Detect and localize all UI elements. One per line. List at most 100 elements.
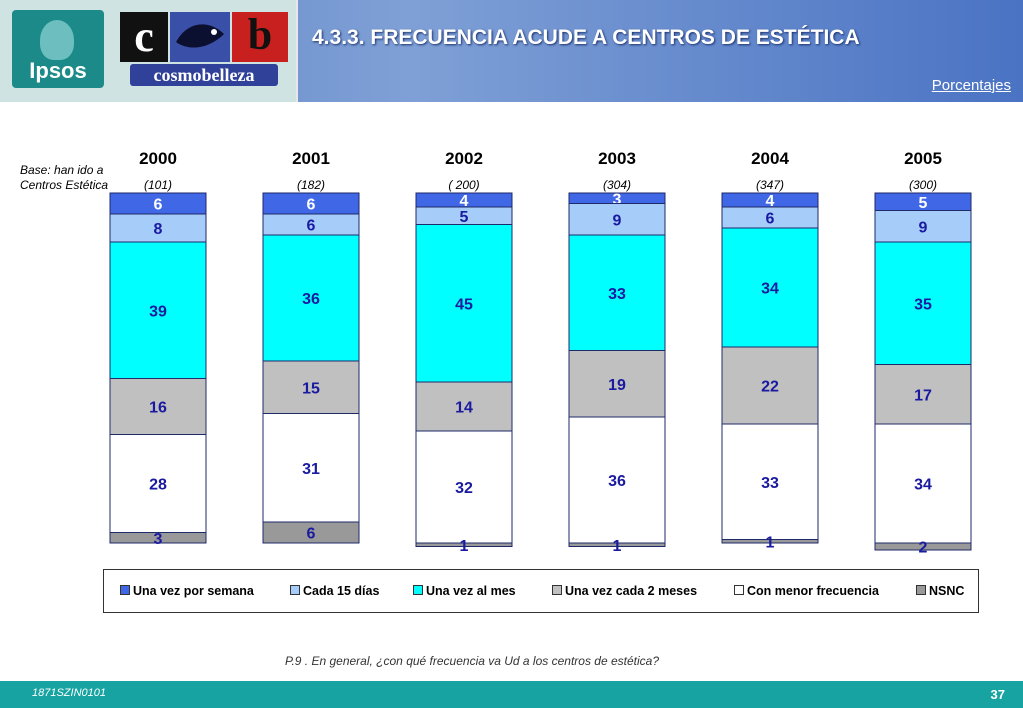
bar-segment-2000-4 xyxy=(109,434,207,533)
bar-segment-2004-5 xyxy=(721,539,819,544)
bar-segment-2001-5 xyxy=(262,521,360,544)
legend-label: Cada 15 días xyxy=(303,584,380,598)
bar-segment-2004-3 xyxy=(721,346,819,425)
bar-segment-2003-2 xyxy=(568,234,666,351)
ipsos-head-icon xyxy=(40,20,74,60)
bar-segment-2005-1 xyxy=(874,210,972,243)
bar-segment-2003-5 xyxy=(568,542,666,547)
bar-value-label-2001-4: 31 xyxy=(302,461,320,478)
legend-item-nsnc: NSNC xyxy=(916,584,964,598)
base-count-2001: (182) xyxy=(296,178,325,192)
bar-value-label-2001-1: 6 xyxy=(307,218,316,235)
base-count-2004: (347) xyxy=(755,178,784,192)
legend-item-mes: Una vez al mes xyxy=(413,584,516,598)
legend-label: Una vez al mes xyxy=(426,584,516,598)
year-label-2000: 2000 xyxy=(139,149,177,168)
legend-label: NSNC xyxy=(929,584,965,598)
legend-label: Una vez cada 2 meses xyxy=(565,584,698,598)
bar-value-label-2003-3: 19 xyxy=(608,377,626,394)
bar-value-label-2001-5: 6 xyxy=(307,526,316,543)
legend-swatch-icon xyxy=(734,585,744,595)
base-count-2005: (300) xyxy=(908,178,937,192)
bar-value-label-2004-1: 6 xyxy=(766,211,775,228)
bar-value-label-2001-2: 36 xyxy=(302,291,320,308)
question-text: P.9 . En general, ¿con qué frecuencia va… xyxy=(285,654,660,668)
legend-label: Con menor frecuencia xyxy=(747,584,879,598)
bar-value-label-2003-1: 9 xyxy=(613,212,622,229)
bar-value-label-2002-1: 5 xyxy=(460,209,469,226)
units-link[interactable]: Porcentajes xyxy=(931,77,1011,94)
bar-value-label-2001-0: 6 xyxy=(307,197,316,214)
page-title: 4.3.3. FRECUENCIA ACUDE A CENTROS DE EST… xyxy=(312,26,860,49)
year-label-2001: 2001 xyxy=(292,149,330,168)
year-label-2004: 2004 xyxy=(751,149,789,168)
page-number: 37 xyxy=(990,687,1005,702)
bar-value-label-2005-1: 9 xyxy=(919,219,928,236)
cosmobelleza-wordmark: cosmobelleza xyxy=(130,64,278,86)
bar-value-label-2003-2: 33 xyxy=(608,286,626,303)
base-count-2002: ( 200) xyxy=(448,178,480,192)
bar-segment-2002-3 xyxy=(415,381,513,432)
bar-segment-2000-5 xyxy=(109,532,207,544)
bar-value-label-2002-2: 45 xyxy=(455,296,473,313)
year-label-2003: 2003 xyxy=(598,149,636,168)
legend-swatch-icon xyxy=(916,585,926,595)
bar-segment-2002-5 xyxy=(415,542,513,547)
cosmobelleza-fish-icon xyxy=(170,12,230,62)
bar-value-label-2000-4: 28 xyxy=(149,477,167,494)
bar-value-label-2000-1: 8 xyxy=(154,221,163,238)
bar-value-label-2000-0: 6 xyxy=(154,197,163,214)
bar-value-label-2005-2: 35 xyxy=(914,296,932,313)
base-count-2003: (304) xyxy=(602,178,631,192)
chart-legend: Una vez por semana Cada 15 días Una vez … xyxy=(103,569,979,613)
bar-value-label-2003-4: 36 xyxy=(608,473,626,490)
bar-value-label-2004-2: 34 xyxy=(761,281,779,298)
year-label-2005: 2005 xyxy=(904,149,942,168)
bar-value-label-2005-0: 5 xyxy=(919,195,928,212)
bar-segment-2001-2 xyxy=(262,234,360,362)
bar-value-label-2002-5: 1 xyxy=(460,538,469,555)
legend-item-15dias: Cada 15 días xyxy=(290,584,379,598)
cosmobelleza-c-logo: c xyxy=(120,12,168,62)
bar-segment-2003-1 xyxy=(568,203,666,236)
footer-bar: 1871SZIN0101 37 xyxy=(0,681,1023,708)
bar-value-label-2005-3: 17 xyxy=(914,387,932,404)
legend-swatch-icon xyxy=(290,585,300,595)
year-label-2002: 2002 xyxy=(445,149,483,168)
legend-item-2meses: Una vez cada 2 meses xyxy=(552,584,697,598)
base-label: Base: han ido a Centros Estética xyxy=(20,163,109,192)
bar-value-label-2004-5: 1 xyxy=(766,534,775,551)
ipsos-logo: Ipsos xyxy=(12,10,104,88)
bar-value-label-2001-3: 15 xyxy=(302,380,320,397)
bar-segment-2002-4 xyxy=(415,430,513,544)
bar-segment-2000-1 xyxy=(109,213,207,243)
bar-segment-2005-4 xyxy=(874,423,972,544)
legend-swatch-icon xyxy=(120,585,130,595)
bar-segment-2000-3 xyxy=(109,378,207,435)
bar-value-label-2002-0: 4 xyxy=(460,193,469,210)
bar-value-label-2004-3: 22 xyxy=(761,379,779,396)
bar-segment-2003-4 xyxy=(568,416,666,544)
bar-value-label-2002-3: 14 xyxy=(455,400,473,417)
legend-swatch-icon xyxy=(552,585,562,595)
bar-segment-2001-3 xyxy=(262,360,360,414)
bar-value-label-2004-0: 4 xyxy=(766,193,775,210)
bar-value-label-2000-5: 3 xyxy=(154,531,163,548)
bar-value-label-2000-2: 39 xyxy=(149,303,167,320)
ipsos-logo-text: Ipsos xyxy=(29,58,87,83)
bar-value-label-2003-0: 3 xyxy=(613,191,622,208)
study-code: 1871SZIN0101 xyxy=(32,687,106,699)
bar-value-label-2005-5: 2 xyxy=(919,540,928,557)
bar-value-label-2005-4: 34 xyxy=(914,477,932,494)
bar-value-label-2002-4: 32 xyxy=(455,480,473,497)
bar-value-label-2003-5: 1 xyxy=(613,538,622,555)
legend-item-menor: Con menor frecuencia xyxy=(734,584,879,598)
bar-segment-2005-3 xyxy=(874,364,972,425)
bar-segment-2004-2 xyxy=(721,227,819,348)
bar-value-label-2000-3: 16 xyxy=(149,400,167,417)
bar-segment-2005-5 xyxy=(874,542,972,551)
base-count-2000: (101) xyxy=(143,178,172,192)
bar-segment-2001-4 xyxy=(262,413,360,523)
bar-value-label-2004-4: 33 xyxy=(761,475,779,492)
